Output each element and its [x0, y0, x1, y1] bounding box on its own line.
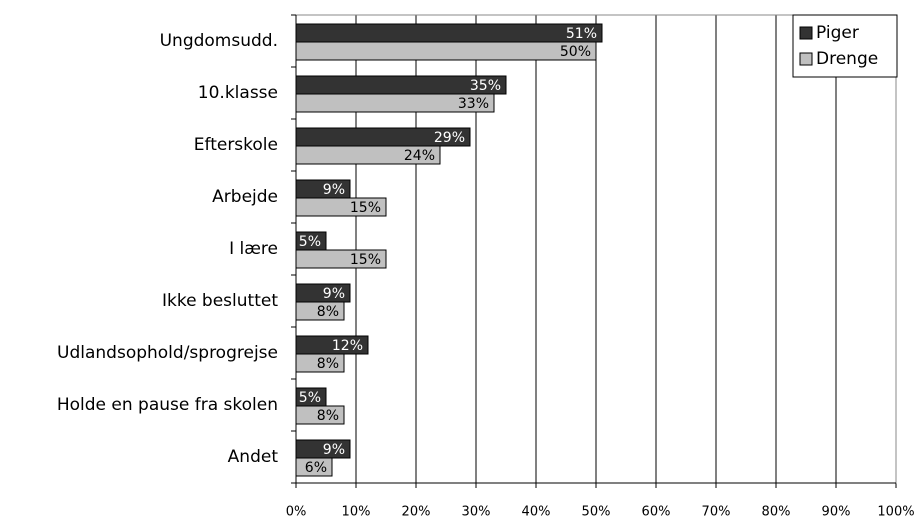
bar: [295, 301, 345, 321]
y-tick-label: Ungdomsudd.: [160, 31, 278, 51]
y-tick-label: Efterskole: [194, 135, 278, 155]
bar: [295, 23, 603, 43]
value-label: 9%: [323, 442, 345, 458]
legend-label: Piger: [816, 23, 859, 43]
value-label: 6%: [305, 460, 327, 476]
bar: [295, 145, 441, 165]
value-label: 8%: [317, 356, 339, 372]
x-tick-label: 30%: [462, 505, 491, 520]
legend-box: [792, 14, 898, 78]
value-label: 35%: [470, 78, 501, 94]
value-label: 24%: [404, 148, 435, 164]
value-label: 8%: [317, 304, 339, 320]
value-label: 9%: [323, 286, 345, 302]
legend-swatch: [799, 52, 813, 66]
x-tick-label: 100%: [877, 505, 914, 520]
y-tick-label: Udlandsophold/sprogrejse: [57, 343, 278, 363]
value-label: 8%: [317, 408, 339, 424]
bar: [295, 457, 333, 477]
bar: [295, 405, 345, 425]
y-tick-label: Andet: [228, 447, 279, 467]
value-label: 9%: [323, 182, 345, 198]
x-tick-label: 0%: [286, 505, 307, 520]
x-tick-label: 50%: [582, 505, 611, 520]
value-label: 5%: [299, 234, 321, 250]
bar: [295, 197, 387, 217]
y-tick-label: I lære: [229, 239, 278, 259]
x-tick-label: 40%: [522, 505, 551, 520]
x-tick-label: 70%: [702, 505, 731, 520]
value-label: 12%: [332, 338, 363, 354]
value-label: 29%: [434, 130, 465, 146]
bar: [295, 93, 495, 113]
value-label: 33%: [458, 96, 489, 112]
x-tick-label: 90%: [822, 505, 851, 520]
bar: [295, 249, 387, 269]
value-label: 15%: [350, 200, 381, 216]
legend-label: Drenge: [816, 49, 878, 69]
value-label: 50%: [560, 44, 591, 60]
y-tick-label: Holde en pause fra skolen: [57, 395, 278, 415]
value-label: 5%: [299, 390, 321, 406]
x-tick-label: 20%: [402, 505, 431, 520]
legend-swatch: [799, 26, 813, 40]
y-tick-label: 10.klasse: [198, 83, 278, 103]
y-tick-label: Ikke besluttet: [162, 291, 278, 311]
x-tick-label: 60%: [642, 505, 671, 520]
y-tick-label: Arbejde: [212, 187, 278, 207]
value-label: 51%: [566, 26, 597, 42]
value-label: 15%: [350, 252, 381, 268]
bar: [295, 41, 597, 61]
bar: [295, 353, 345, 373]
x-tick-label: 80%: [762, 505, 791, 520]
x-tick-label: 10%: [342, 505, 371, 520]
